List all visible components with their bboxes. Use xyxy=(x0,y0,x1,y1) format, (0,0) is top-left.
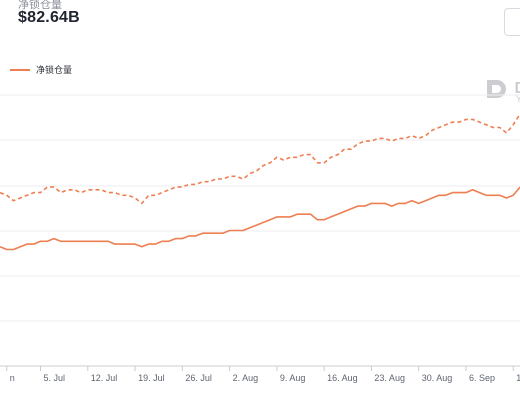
x-tick-label: 6. Sep xyxy=(469,373,495,383)
x-tick-label: 23. Aug xyxy=(374,373,405,383)
legend-label: 净锁仓量 xyxy=(36,65,73,75)
toggle-button[interactable] xyxy=(504,8,520,36)
x-tick-label: 5. Jul xyxy=(44,373,66,383)
legend-line-swatch xyxy=(10,68,30,71)
watermark-logo-icon xyxy=(487,80,507,98)
x-tick: 12. Jul xyxy=(87,366,118,383)
grid-lines xyxy=(0,94,520,367)
x-tick: 16. Aug xyxy=(323,366,358,383)
x-tick-label: 12. Jul xyxy=(91,373,118,383)
x-axis: n 5. Jul 12. Jul 19. Jul 26. Jul 2. Aug 9. Aug… xyxy=(6,366,520,383)
x-tick-label: 9. Aug xyxy=(280,373,306,383)
x-tick-label: 2. Aug xyxy=(233,373,259,383)
x-tick-label: n xyxy=(10,373,15,383)
x-tick-label: 16. Aug xyxy=(327,373,358,383)
watermark-text: D xyxy=(514,81,520,97)
series-line-solid[interactable] xyxy=(0,186,520,251)
x-tick-label: 30. Aug xyxy=(422,373,453,383)
x-tick: 19. Jul xyxy=(134,366,165,383)
legend[interactable]: 净锁仓量 xyxy=(10,63,72,76)
x-tick: 6. Sep xyxy=(465,366,495,383)
x-tick: 30. Aug xyxy=(418,366,453,383)
total-value: $82.64B xyxy=(18,9,80,26)
watermark: D Yo xyxy=(485,78,520,104)
x-tick: 9. Aug xyxy=(276,366,306,383)
x-tick: 26. Jul xyxy=(181,366,212,383)
x-tick: 13. Se xyxy=(512,366,520,383)
x-tick-label: 13. Se xyxy=(516,373,520,383)
x-tick: n xyxy=(6,366,15,383)
header-label: 净锁仓量 xyxy=(18,0,62,11)
x-tick: 5. Jul xyxy=(40,366,66,383)
x-tick-label: 19. Jul xyxy=(138,373,165,383)
x-tick: 23. Aug xyxy=(370,366,405,383)
x-tick-label: 26. Jul xyxy=(185,373,212,383)
x-tick: 2. Aug xyxy=(229,366,259,383)
series-layer xyxy=(0,113,520,251)
watermark-subtext: Yo xyxy=(515,94,520,104)
series-line-dashed[interactable] xyxy=(0,113,520,205)
